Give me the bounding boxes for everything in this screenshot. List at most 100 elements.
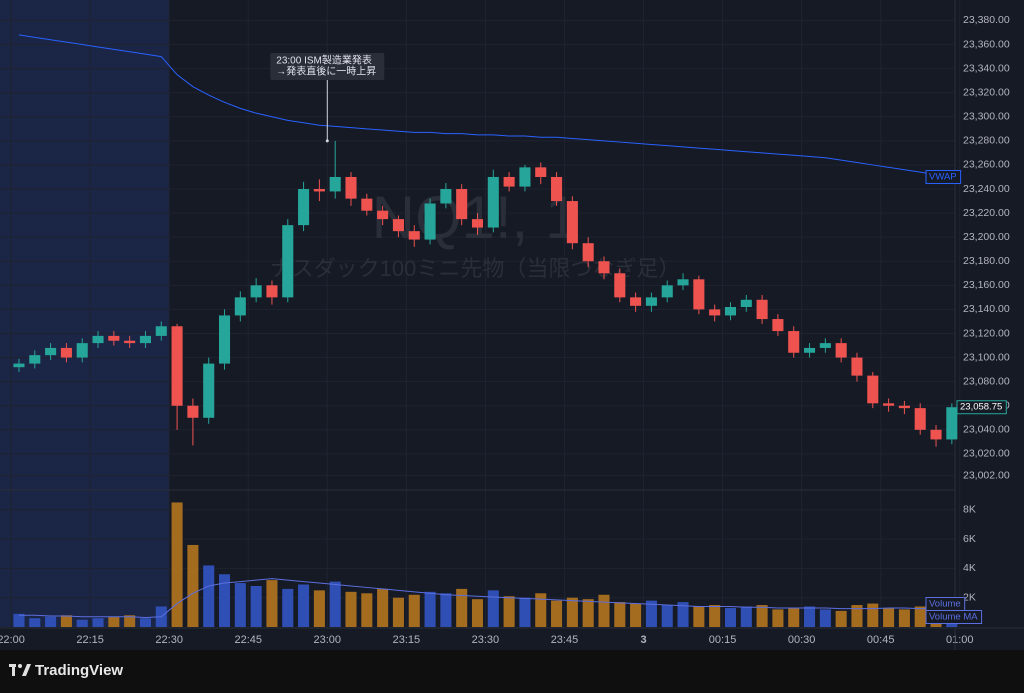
x-tick-label: 00:15 (709, 634, 737, 646)
candle-body (218, 315, 231, 364)
candle-body (471, 219, 484, 228)
volume-bar (13, 613, 25, 627)
volume-bar (266, 580, 278, 627)
candle-body (13, 363, 25, 368)
x-tick-label: 22:15 (76, 634, 104, 646)
x-tick-label: 00:30 (788, 634, 816, 646)
volume-bar (218, 574, 231, 627)
vwap-tag-text: VWAP (929, 171, 957, 182)
annotation-text: →発表直後に一時上昇 (276, 65, 376, 78)
candle-body (250, 285, 262, 298)
last-price-tag-text: 23,058.75 (960, 402, 1002, 413)
candle-body (582, 243, 594, 262)
watermark-name: ナスダック100ミニ先物（当限つなぎ足） (270, 256, 681, 281)
candle-body (566, 201, 578, 244)
volume-bar (914, 606, 926, 627)
candle-body (661, 285, 673, 298)
candle-body (171, 326, 183, 406)
candle-body (377, 210, 389, 220)
candle-body (693, 279, 705, 310)
volume-bar (139, 618, 151, 627)
candle-body (535, 167, 547, 177)
volume-bar (867, 603, 879, 627)
y-tick-label: 23,300.00 (963, 111, 1010, 123)
candle-body (756, 299, 768, 320)
y-tick-label: 23,220.00 (963, 207, 1010, 219)
candle-body (487, 176, 499, 228)
y-tick-label: 23,020.00 (963, 448, 1010, 460)
volume-bar (487, 590, 499, 627)
x-tick-label: 23:45 (551, 634, 579, 646)
candle-body (392, 219, 404, 232)
candle-body (29, 355, 41, 364)
candle-body (804, 347, 816, 353)
candle-body (503, 176, 515, 187)
candle-body (551, 176, 563, 202)
volume-bar (456, 588, 468, 627)
vwap-tag: VWAP (925, 169, 962, 184)
volume-bar (519, 597, 531, 627)
candle-body (361, 198, 373, 211)
y-tick-label: 23,200.00 (963, 231, 1010, 243)
volume-ma-tag: Volume MA (925, 610, 983, 624)
y-tick-label: 23,140.00 (963, 303, 1010, 315)
volume-bar (693, 606, 705, 627)
volume-bar (313, 590, 325, 627)
volume-bar (377, 588, 389, 627)
candle-body (867, 375, 879, 404)
volume-bar (788, 607, 800, 627)
x-tick-label: 23:00 (314, 634, 342, 646)
candle-body (345, 176, 357, 199)
candle-body (329, 176, 341, 192)
volume-bar (45, 616, 57, 627)
volume-bar (471, 599, 484, 627)
volume-bar (630, 603, 642, 627)
candle-body (187, 405, 199, 418)
annotation-text: 23:00 ISM製造業発表 (276, 54, 372, 67)
volume-bar (440, 593, 452, 627)
volume-bar (329, 581, 341, 627)
volume-bar (566, 597, 578, 627)
volume-bar (535, 593, 547, 627)
chart-background (0, 0, 1024, 650)
volume-bar (645, 600, 657, 627)
candle-body (76, 343, 88, 358)
y-tick-label: 23,360.00 (963, 38, 1010, 50)
volume-bar (60, 615, 72, 627)
y-tick-label: 2K (963, 591, 976, 603)
volume-bar (614, 602, 626, 627)
volume-bar (835, 610, 847, 627)
volume-bar (677, 602, 689, 627)
volume-ma-tag-box (925, 610, 983, 624)
volume-tag: Volume (925, 597, 966, 611)
annotation-box (270, 53, 385, 80)
candle-body (124, 340, 136, 344)
y-tick-label: 23,280.00 (963, 135, 1010, 147)
candle-body (108, 335, 120, 341)
logo (9, 664, 31, 676)
volume-bar (250, 585, 262, 627)
volume-bar (282, 588, 294, 627)
volume-bar (598, 594, 610, 627)
candle-body (709, 309, 721, 316)
volume-bar (772, 609, 784, 627)
volume-bar (298, 584, 310, 627)
x-tick-label: 23:30 (472, 634, 500, 646)
volume-ma-line (18, 578, 952, 618)
candle-body (203, 363, 215, 418)
candle-body (298, 189, 310, 226)
y-tick-label: 23,040.00 (963, 424, 1010, 436)
candle-body (740, 299, 752, 308)
candle-body (313, 189, 325, 192)
volume-bar (804, 606, 816, 627)
volume-bar (851, 605, 863, 627)
volume-bar (503, 596, 515, 627)
candle-body (914, 408, 926, 430)
volume-ma-tag-text: Volume MA (929, 612, 978, 623)
volume-bar (92, 618, 104, 627)
volume-bar (345, 591, 357, 627)
candle-body (835, 343, 847, 358)
volume-bar (819, 609, 831, 627)
candle-body (45, 347, 57, 356)
